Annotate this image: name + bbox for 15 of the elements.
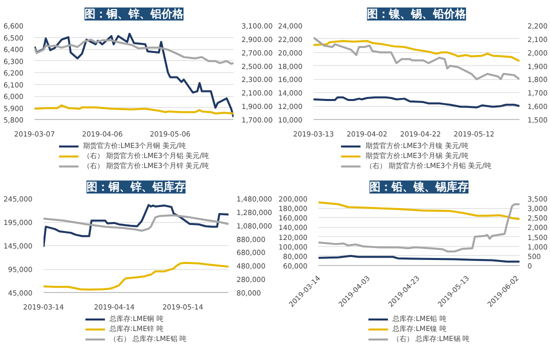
chart-title: 图：铅、镍、锡库存 — [370, 180, 468, 194]
line-series — [318, 201, 520, 220]
line-series — [314, 36, 520, 80]
line-series — [314, 96, 520, 108]
line-series — [34, 104, 234, 114]
line-series — [314, 40, 520, 62]
line-series — [34, 32, 234, 118]
chart-title: 图：镍、锡、铅价格 — [367, 8, 467, 20]
chart-title: 图：铜、锌、铝库存 — [86, 180, 186, 194]
line-series — [44, 262, 228, 291]
chart-title: 图：铜、锌、铝价格 — [84, 8, 184, 20]
line-series — [318, 203, 520, 253]
line-series — [44, 204, 228, 248]
line-series — [34, 38, 234, 65]
line-series — [44, 214, 228, 232]
